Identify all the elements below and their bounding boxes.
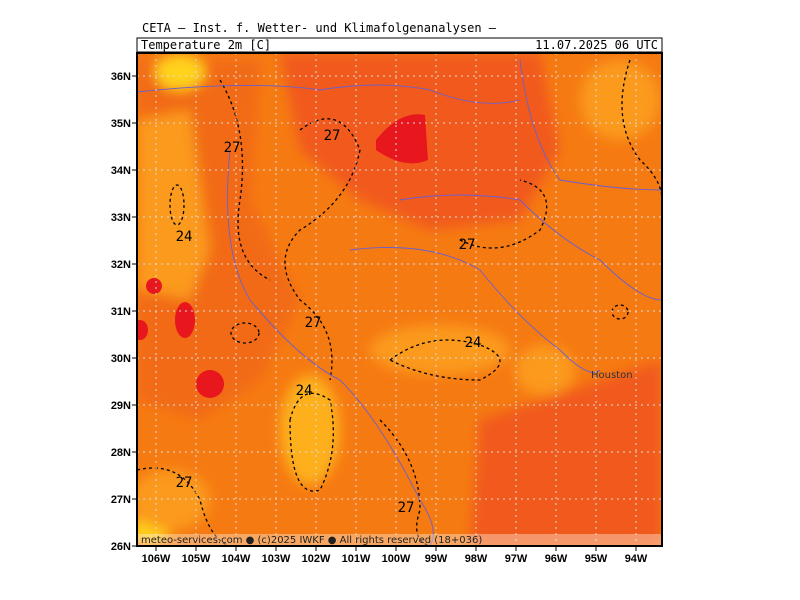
rivers (137, 59, 662, 546)
longitude-label: 105W (182, 553, 211, 565)
field-name: Temperature_2m_[C] (141, 38, 271, 52)
latitude-label: 32N (111, 259, 131, 271)
contour-label: 27 (176, 475, 193, 491)
graticule (132, 53, 662, 551)
temperature-field (137, 53, 662, 546)
longitude-label: 102W (302, 553, 331, 565)
latitude-label: 27N (111, 494, 131, 506)
footer-credit: meteo-services.com ● (c)2025 IWKF ● All … (141, 535, 482, 546)
footer-band (138, 534, 661, 545)
contour-label: 27 (398, 500, 415, 516)
contours (137, 59, 662, 546)
map-frame (136, 52, 663, 547)
latitude-label: 36N (111, 71, 131, 83)
latitude-label: 34N (111, 165, 131, 177)
contour-label: 24 (176, 229, 193, 245)
latitude-label: 35N (111, 118, 131, 130)
longitude-label: 101W (342, 553, 371, 565)
valid-time: 11.07.2025 06 UTC (535, 38, 658, 52)
longitude-label: 100W (382, 553, 411, 565)
latitude-label: 29N (111, 400, 131, 412)
contour-label: 27 (459, 237, 476, 253)
latitude-label: 31N (111, 306, 131, 318)
city-label: Houston (591, 370, 633, 381)
latitude-label: 30N (111, 353, 131, 365)
longitude-label: 96W (545, 553, 568, 565)
contour-label: 27 (324, 128, 341, 144)
contour-label: 24 (465, 335, 482, 351)
latitude-label: 33N (111, 212, 131, 224)
longitude-label: 94W (625, 553, 648, 565)
contour-label: 24 (296, 383, 313, 399)
longitude-label: 106W (142, 553, 171, 565)
contour-label: 27 (305, 315, 322, 331)
latitude-label: 28N (111, 447, 131, 459)
longitude-label: 97W (505, 553, 528, 565)
longitude-label: 104W (222, 553, 251, 565)
longitude-label: 99W (425, 553, 448, 565)
header-title: CETA — Inst. f. Wetter- und Klimafolgena… (142, 21, 497, 35)
longitude-label: 98W (465, 553, 488, 565)
latitude-label: 26N (111, 541, 131, 553)
longitude-label: 95W (585, 553, 608, 565)
longitude-label: 103W (262, 553, 291, 565)
contour-label: 27 (224, 140, 241, 156)
